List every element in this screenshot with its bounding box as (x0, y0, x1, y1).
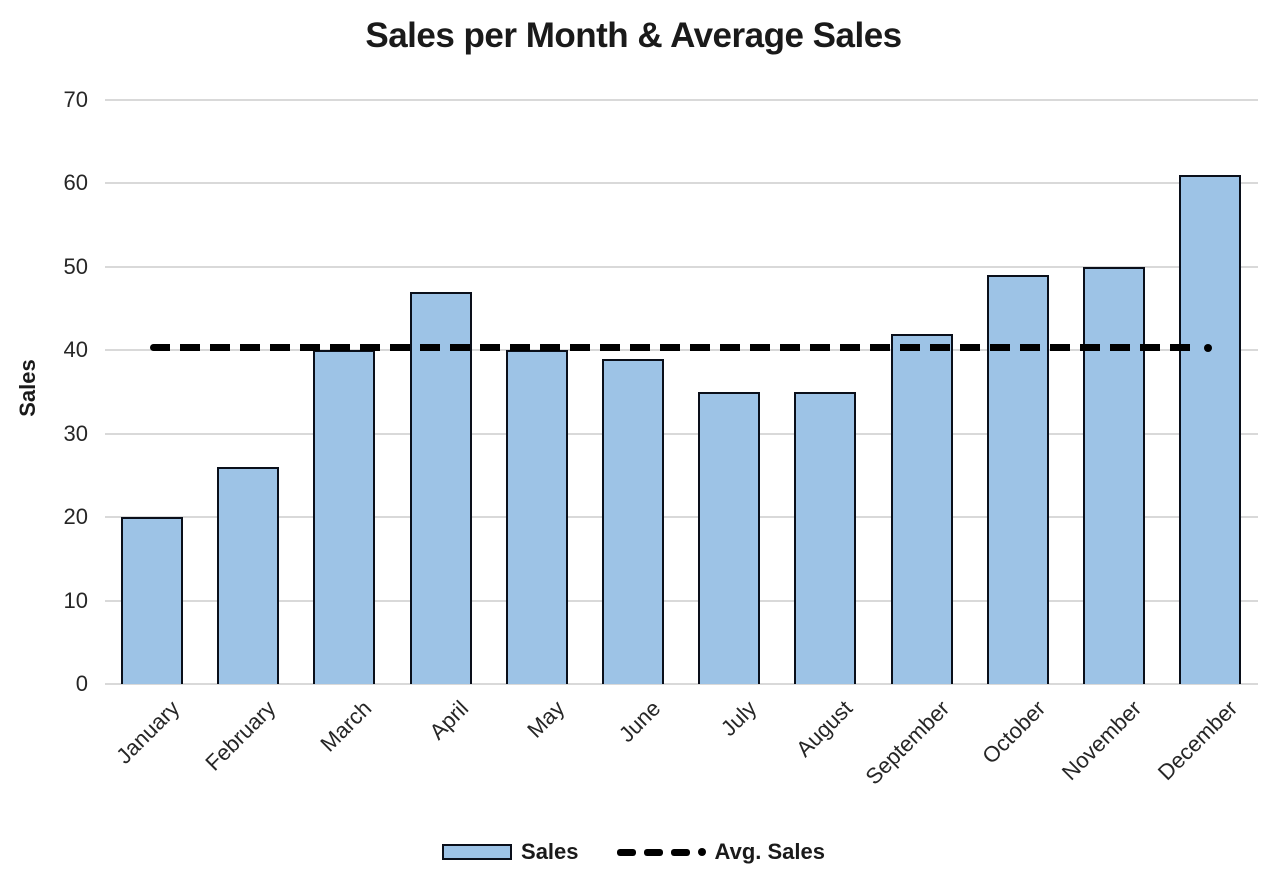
y-tick-label-50: 50 (63, 253, 88, 279)
average-sales-line (150, 344, 1200, 352)
avg-sales-dashed-line-sample (616, 848, 706, 856)
gridline-30 (105, 432, 1258, 435)
y-tick-label-40: 40 (63, 337, 88, 363)
dash-segment (643, 848, 663, 856)
chart-title: Sales per Month & Average Sales (365, 16, 902, 55)
bar-december (1179, 175, 1242, 684)
bar-february (217, 467, 280, 684)
y-tick-label-20: 20 (63, 504, 88, 530)
dash-segment (616, 848, 636, 856)
y-tick-label-0: 0 (75, 671, 88, 696)
bar-april (409, 291, 472, 684)
legend-item-sales: Sales (442, 841, 579, 863)
bar-june (602, 358, 664, 684)
average-sales-line-end-dot (1204, 343, 1212, 352)
y-tick-label-10: 10 (63, 587, 88, 613)
dash-end-dot (697, 848, 706, 856)
legend-item-avg-sales: Avg. Sales (616, 839, 825, 864)
gridline-50 (105, 265, 1258, 268)
bar-september (890, 333, 953, 684)
bar-january (121, 517, 183, 684)
gridline-10 (105, 599, 1258, 602)
avg-sales-legend-label: Avg. Sales (714, 839, 825, 864)
sales-legend-label: Sales (521, 839, 579, 864)
dash-segment (670, 848, 690, 856)
legend: Sales Avg. Sales (0, 841, 1267, 863)
bar-may (505, 350, 568, 684)
bar-july (698, 392, 761, 684)
sales-series-swatch (442, 844, 513, 860)
bar-october (986, 275, 1049, 684)
y-tick-label-60: 60 (63, 170, 88, 196)
y-tick-label-70: 70 (63, 87, 88, 112)
bar-august (794, 392, 857, 684)
gridline-0 (105, 683, 1258, 685)
gridline-70 (105, 99, 1258, 101)
y-axis-title: Sales (15, 359, 40, 417)
bar-march (313, 350, 376, 684)
bar-november (1083, 266, 1145, 684)
gridline-60 (105, 182, 1258, 185)
gridline-20 (105, 516, 1258, 519)
y-tick-label-30: 30 (63, 420, 88, 446)
